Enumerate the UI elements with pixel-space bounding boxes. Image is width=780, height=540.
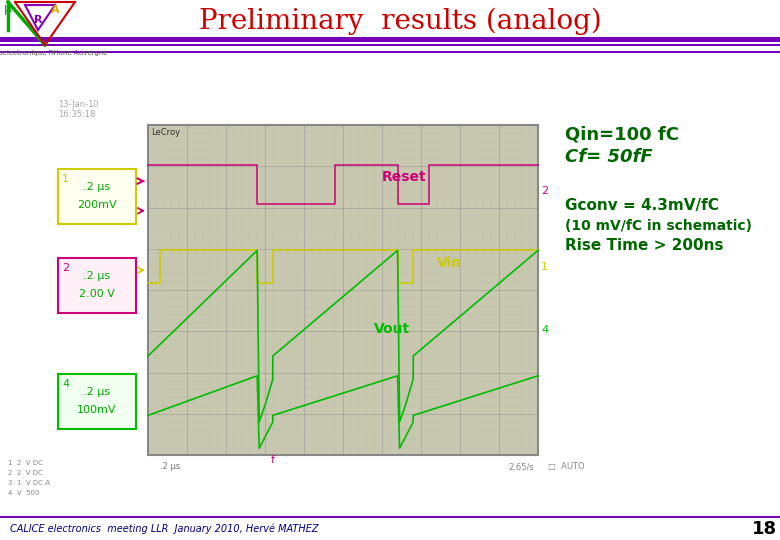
Text: 4: 4 <box>541 325 548 335</box>
Text: 2: 2 <box>62 263 69 273</box>
Text: 100mV: 100mV <box>77 404 117 415</box>
Text: (10 mV/fC in schematic): (10 mV/fC in schematic) <box>565 219 752 233</box>
Text: Rise Time > 200ns: Rise Time > 200ns <box>565 238 724 253</box>
Text: 2.65/s: 2.65/s <box>508 462 534 471</box>
Text: 3  1  V DC A: 3 1 V DC A <box>8 480 50 486</box>
Text: □  AUTO: □ AUTO <box>548 462 585 471</box>
Text: f: f <box>271 455 275 465</box>
Text: CALICE electronics  meeting LLR  January 2010, Hervé MATHEZ: CALICE electronics meeting LLR January 2… <box>10 524 318 534</box>
Bar <box>0 516 780 518</box>
Text: 13-Jan-10
16:35:18: 13-Jan-10 16:35:18 <box>58 100 98 119</box>
Bar <box>0 518 780 540</box>
Text: μ: μ <box>4 2 12 15</box>
Text: 200mV: 200mV <box>77 200 117 210</box>
Bar <box>58 169 136 224</box>
Text: .2 μs: .2 μs <box>83 182 111 192</box>
Text: MiCroelectronique RHone Auvergne: MiCroelectronique RHone Auvergne <box>0 50 108 56</box>
Text: Reset: Reset <box>382 170 427 184</box>
Bar <box>0 51 780 53</box>
Text: 1: 1 <box>62 174 69 184</box>
Text: Vout: Vout <box>374 322 410 336</box>
Text: 2: 2 <box>541 186 548 196</box>
Text: Cf= 50fF: Cf= 50fF <box>565 148 653 166</box>
Bar <box>0 44 780 46</box>
Text: R: R <box>34 15 42 25</box>
Text: 1: 1 <box>541 262 548 272</box>
Text: 4  V  500: 4 V 500 <box>8 490 40 496</box>
Text: Vin: Vin <box>437 256 462 270</box>
Text: LeCroy: LeCroy <box>151 128 180 137</box>
Text: 2.00 V: 2.00 V <box>79 289 115 299</box>
Bar <box>0 37 780 42</box>
Text: 18: 18 <box>753 520 778 538</box>
Text: A: A <box>51 5 59 15</box>
Bar <box>58 374 136 429</box>
Bar <box>148 125 538 455</box>
Text: .2 μs: .2 μs <box>83 387 111 396</box>
Text: Gconv = 4.3mV/fC: Gconv = 4.3mV/fC <box>565 198 719 213</box>
Text: 1  2  V DC: 1 2 V DC <box>8 460 43 466</box>
Text: 4: 4 <box>62 379 69 389</box>
Text: .2 μs: .2 μs <box>83 271 111 281</box>
Text: 2  2  V DC: 2 2 V DC <box>8 470 43 476</box>
Text: Preliminary  results (analog): Preliminary results (analog) <box>199 8 601 35</box>
Text: .2 μs: .2 μs <box>160 462 180 471</box>
Bar <box>58 258 136 313</box>
Text: Qin=100 fC: Qin=100 fC <box>565 126 679 144</box>
